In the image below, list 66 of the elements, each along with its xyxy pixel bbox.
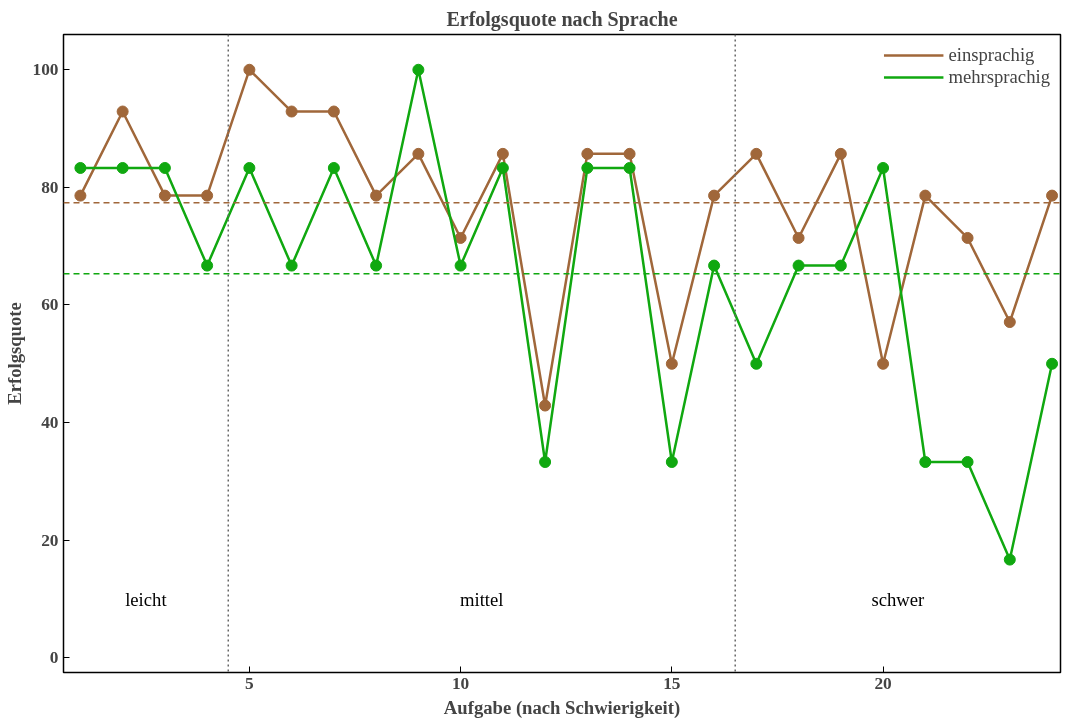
point <box>581 147 594 160</box>
point <box>792 231 805 244</box>
point <box>243 161 256 174</box>
point <box>750 147 763 160</box>
point <box>877 161 890 174</box>
y-tick-label: 60 <box>41 295 59 315</box>
point <box>285 259 298 272</box>
point <box>327 105 340 118</box>
y-tick-label: 100 <box>32 60 59 80</box>
point <box>370 189 383 202</box>
x-tick-label: 5 <box>245 673 255 693</box>
point <box>919 456 932 468</box>
point <box>877 357 890 370</box>
legend-label: einsprachig <box>948 44 1035 66</box>
annotation: schwer <box>871 588 926 610</box>
point <box>158 161 171 174</box>
point <box>496 147 509 160</box>
point <box>116 161 129 174</box>
point <box>158 189 171 202</box>
annotation: leicht <box>125 588 168 610</box>
point <box>792 259 805 272</box>
point <box>74 189 87 202</box>
point <box>623 147 636 160</box>
x-tick-label: 15 <box>663 673 681 693</box>
point <box>454 231 467 244</box>
x-tick-label: 20 <box>874 673 892 693</box>
point <box>201 189 214 202</box>
point <box>708 189 721 202</box>
point <box>454 259 467 272</box>
point <box>412 63 425 76</box>
point <box>412 147 425 160</box>
point <box>708 259 721 272</box>
point <box>961 231 974 244</box>
point <box>750 357 763 370</box>
annotation: mittel <box>459 588 504 610</box>
x-tick-label: 10 <box>451 673 470 693</box>
y-tick-label: 0 <box>49 648 59 668</box>
point <box>834 259 847 272</box>
point <box>1003 316 1016 329</box>
point <box>919 189 932 202</box>
point <box>285 105 298 118</box>
point <box>327 161 340 174</box>
point <box>116 105 129 118</box>
point <box>1046 357 1059 370</box>
y-tick-label: 80 <box>41 177 59 197</box>
point <box>1046 189 1059 202</box>
legend-label: mehrsprachig <box>948 66 1050 88</box>
point <box>665 357 678 370</box>
point <box>496 161 509 174</box>
y-tick-label: 20 <box>41 530 59 550</box>
chart-title: Erfolgsquote nach Sprache <box>446 7 678 31</box>
point <box>201 259 214 272</box>
point <box>1003 553 1016 566</box>
point <box>539 456 552 468</box>
point <box>834 147 847 160</box>
point <box>581 161 594 174</box>
point <box>370 259 383 272</box>
point <box>961 456 974 468</box>
point <box>243 63 256 76</box>
point <box>539 399 552 412</box>
point <box>665 456 678 468</box>
y-tick-label: 40 <box>41 413 59 433</box>
point <box>74 161 87 174</box>
y-axis-title: Erfolgsquote <box>3 302 25 405</box>
point <box>623 161 636 174</box>
x-axis-title: Aufgabe (nach Schwierigkeit) <box>443 696 681 719</box>
